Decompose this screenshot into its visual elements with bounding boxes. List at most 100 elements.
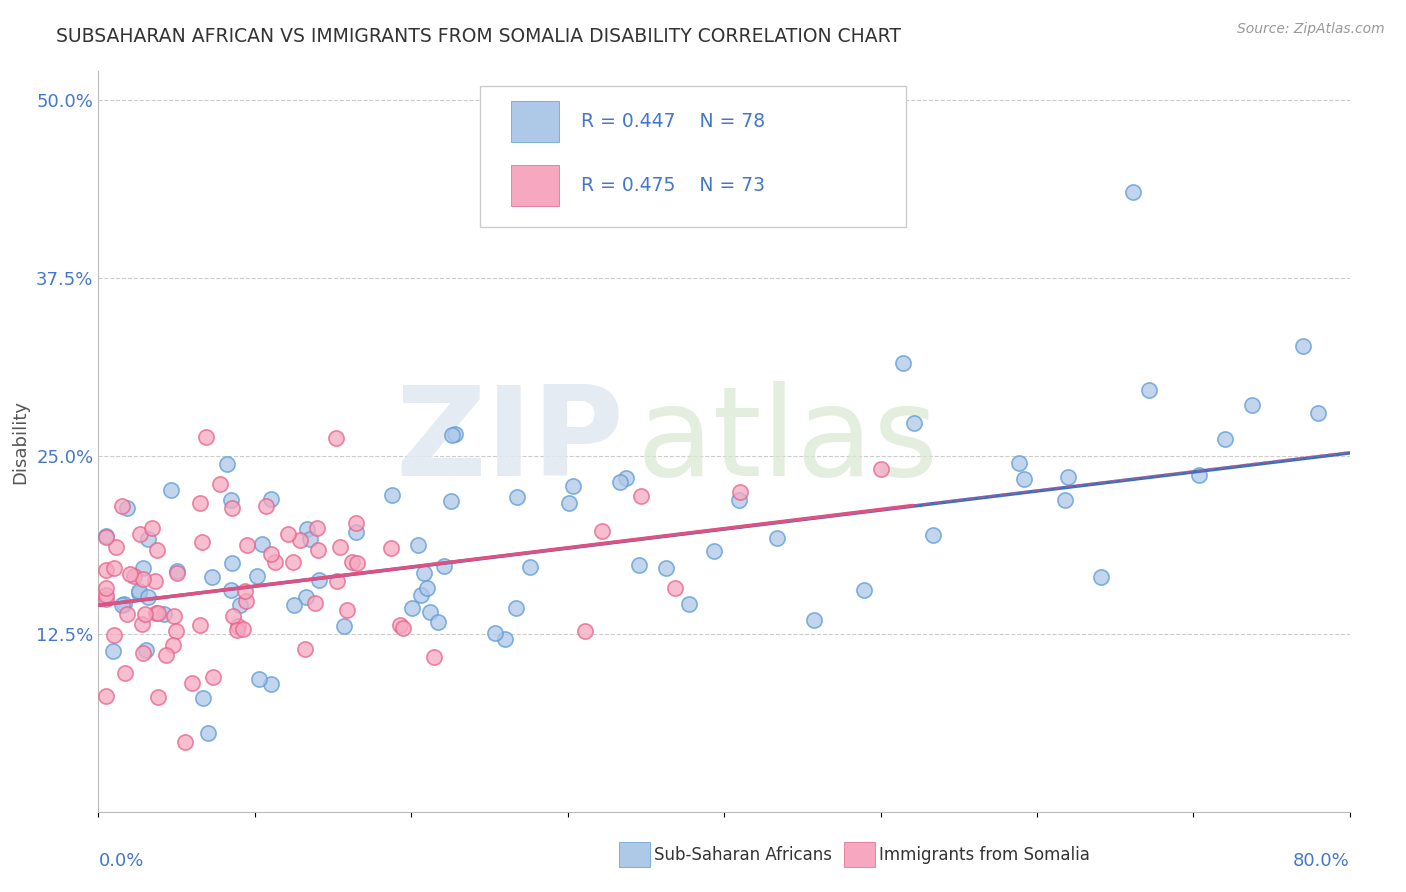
Point	[141, 521, 163, 535]
Point	[1090, 570, 1112, 584]
Point	[505, 490, 527, 504]
Point	[263, 555, 285, 569]
Point	[411, 588, 433, 602]
Point	[519, 560, 541, 574]
Point	[1122, 186, 1144, 200]
Point	[96, 563, 118, 577]
Point	[245, 568, 267, 582]
Point	[654, 561, 676, 575]
Point	[103, 628, 125, 642]
Point	[96, 530, 118, 544]
Point	[145, 607, 167, 621]
Point	[96, 591, 118, 606]
Point	[165, 624, 187, 638]
Bar	[512, 165, 560, 206]
Point	[574, 624, 596, 638]
Point	[115, 607, 138, 621]
Point	[226, 623, 249, 637]
Point	[678, 597, 700, 611]
Point	[222, 608, 245, 623]
Point	[118, 566, 141, 581]
Point	[1308, 406, 1330, 420]
Text: Source: ZipAtlas.com: Source: ZipAtlas.com	[1237, 22, 1385, 37]
Point	[155, 648, 177, 663]
Point	[703, 544, 725, 558]
Point	[1188, 467, 1211, 482]
Point	[344, 516, 367, 530]
Point	[221, 557, 243, 571]
Point	[294, 641, 316, 656]
Point	[128, 586, 150, 600]
Point	[96, 689, 118, 703]
Point	[283, 598, 305, 612]
Y-axis label: Disability: Disability	[11, 400, 30, 483]
Point	[219, 492, 242, 507]
Point	[380, 541, 402, 556]
Point	[891, 356, 914, 370]
Point	[277, 527, 299, 541]
Point	[166, 564, 188, 578]
Point	[250, 537, 273, 551]
Point	[1137, 383, 1160, 397]
Point	[308, 573, 330, 587]
Point	[433, 558, 456, 573]
Point	[340, 555, 363, 569]
Text: SUBSAHARAN AFRICAN VS IMMIGRANTS FROM SOMALIA DISABILITY CORRELATION CHART: SUBSAHARAN AFRICAN VS IMMIGRANTS FROM SO…	[56, 27, 901, 45]
Point	[562, 479, 585, 493]
Point	[591, 524, 613, 538]
Point	[728, 485, 751, 500]
Point	[406, 538, 429, 552]
Point	[305, 521, 328, 535]
Point	[484, 626, 506, 640]
Text: 0.0%: 0.0%	[98, 853, 143, 871]
Point	[903, 416, 925, 430]
Point	[128, 584, 150, 599]
Point	[1053, 493, 1076, 508]
Point	[1012, 472, 1035, 486]
Point	[162, 638, 184, 652]
Text: atlas: atlas	[637, 381, 939, 502]
Point	[766, 531, 789, 545]
Point	[96, 588, 118, 602]
Point	[558, 495, 581, 509]
Text: Sub-Saharan Africans: Sub-Saharan Africans	[654, 846, 832, 863]
Point	[236, 538, 259, 552]
Point	[260, 677, 283, 691]
Point	[344, 525, 367, 540]
Point	[135, 643, 157, 657]
Point	[188, 617, 211, 632]
Point	[197, 726, 219, 740]
Point	[440, 428, 463, 442]
Point	[1057, 470, 1080, 484]
Point	[628, 558, 651, 573]
Point	[247, 672, 270, 686]
Point	[181, 676, 204, 690]
Point	[122, 569, 145, 583]
Point	[112, 597, 135, 611]
Point	[1291, 338, 1313, 352]
Point	[416, 581, 439, 595]
Point	[443, 426, 465, 441]
Point	[104, 540, 127, 554]
Point	[853, 583, 876, 598]
Point	[630, 489, 652, 503]
Point	[419, 605, 441, 619]
Point	[298, 532, 321, 546]
Text: R = 0.475    N = 73: R = 0.475 N = 73	[582, 177, 765, 195]
Point	[260, 547, 283, 561]
Point	[136, 532, 159, 546]
Point	[217, 457, 239, 471]
Point	[132, 646, 155, 660]
Point	[153, 607, 176, 622]
Point	[221, 500, 243, 515]
Point	[111, 499, 134, 513]
Point	[201, 570, 224, 584]
Text: Immigrants from Somalia: Immigrants from Somalia	[879, 846, 1090, 863]
Point	[413, 566, 436, 581]
Point	[160, 483, 183, 497]
Point	[381, 488, 404, 502]
Point	[803, 613, 825, 627]
Point	[96, 581, 118, 595]
Point	[401, 601, 423, 615]
Point	[134, 607, 156, 622]
